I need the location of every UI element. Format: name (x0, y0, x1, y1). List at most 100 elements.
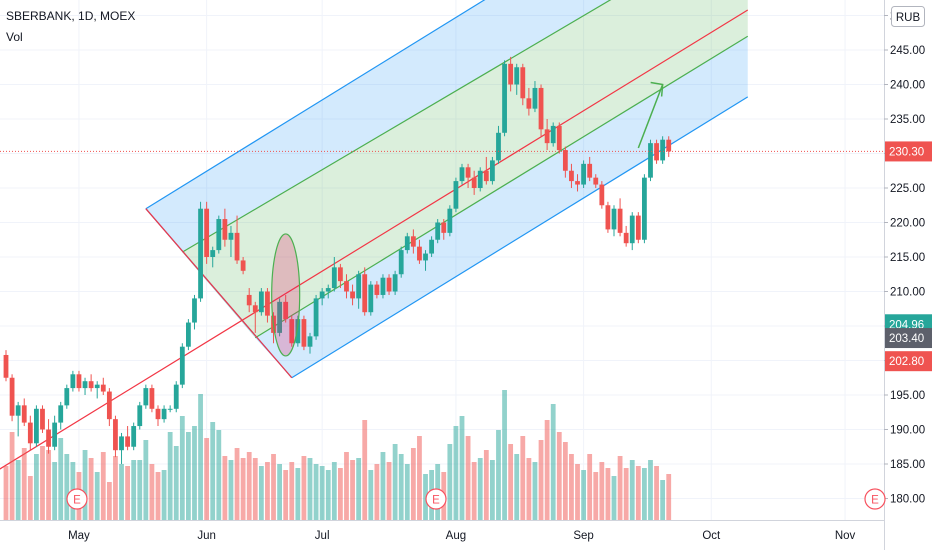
volume-bar (265, 462, 270, 520)
candle-body (319, 291, 325, 299)
volume-indicator-label[interactable]: Vol (6, 30, 23, 44)
volume-bar (9, 432, 15, 520)
candle-body (331, 267, 337, 289)
time-tick-label: Jul (315, 530, 330, 542)
volume-bar (599, 462, 605, 520)
earnings-marker-may[interactable]: E (66, 488, 88, 510)
candle-body (149, 388, 155, 409)
candle-body (599, 184, 605, 206)
price-badge (885, 141, 932, 162)
price-tick-label: 220.00 (890, 218, 925, 230)
candle-body (277, 301, 282, 333)
volume-bar (21, 448, 27, 520)
channel-upper-outer-line[interactable] (145, 0, 748, 210)
trend-arrow[interactable] (637, 84, 664, 149)
volume-bar (40, 446, 45, 520)
volume-bar (331, 462, 337, 520)
volume-bar (526, 458, 532, 520)
volume-bar (228, 460, 234, 520)
price-tick-label: 185.00 (890, 459, 925, 471)
price-tick-label: 215.00 (890, 252, 925, 264)
candle-body (593, 177, 599, 185)
volume-bar (508, 444, 514, 520)
inner-zone (182, 0, 748, 338)
volume-bar (471, 462, 477, 520)
volume-bar (167, 432, 173, 520)
candle-body (64, 388, 70, 406)
candle-body (635, 215, 641, 240)
volume-bar (283, 470, 289, 520)
earnings-marker-jul[interactable]: E (425, 488, 447, 510)
candle-body (544, 129, 550, 144)
candle-body (198, 208, 203, 299)
candle-body (313, 298, 319, 337)
symbol-title[interactable]: SBERBANK, 1D, MOEX (6, 9, 135, 23)
candle-body (490, 160, 495, 182)
candle-body (15, 405, 21, 416)
candle-body (289, 319, 295, 344)
candle-body (301, 319, 307, 347)
channel-upper-inner-line[interactable] (182, 0, 747, 253)
earnings-marker-nov[interactable]: E (864, 488, 886, 510)
candle-body (471, 177, 477, 188)
drawings-overlay[interactable] (0, 81, 884, 357)
volume-bar (410, 448, 416, 520)
earnings-marker-label: E (871, 495, 879, 507)
candle-body (70, 374, 76, 389)
candle-body (550, 125, 556, 144)
candle-body (514, 67, 520, 85)
volume-bar (113, 456, 118, 520)
price-badge (885, 328, 932, 349)
candle-body (265, 291, 270, 316)
volume-bar (252, 458, 258, 520)
volume-bar (52, 462, 58, 520)
candle-body (204, 208, 210, 257)
trend-arrow-head[interactable] (650, 81, 664, 97)
time-tick-label: Sep (573, 530, 593, 542)
volume-bar (550, 404, 556, 520)
pitchfork-channel[interactable] (0, 0, 749, 495)
candle-body (654, 143, 659, 161)
candle-body (459, 167, 465, 182)
volume-bar (246, 452, 252, 520)
volume-bar (350, 460, 355, 520)
candle-body (155, 408, 161, 420)
price-axis[interactable]: 180.00185.00190.00195.00200.00205.00210.… (884, 11, 925, 506)
volume-bar (15, 460, 21, 520)
candle-body (27, 422, 33, 444)
volume-bar (46, 450, 51, 520)
candle-body (629, 215, 635, 244)
candle-body (325, 288, 331, 292)
volume-bar (295, 468, 301, 520)
volume-bar (344, 452, 349, 520)
volume-bar (356, 458, 362, 520)
volume-bar (325, 470, 331, 520)
price-tick-label: 240.00 (890, 80, 925, 92)
price-tick-label: 210.00 (890, 287, 925, 299)
volume-bar (605, 468, 611, 520)
candle-body (417, 246, 422, 261)
median-reaction-line[interactable] (145, 208, 293, 379)
median-line[interactable] (0, 9, 749, 495)
highlight-ellipse[interactable] (271, 233, 301, 357)
volume-bar (179, 416, 185, 520)
channel-lower-outer-line[interactable] (291, 96, 749, 379)
candle-body (380, 277, 386, 295)
candle-body (76, 374, 82, 389)
volume-bar (642, 468, 647, 520)
candle-body (556, 125, 562, 151)
time-axis[interactable]: May Jun Jul Aug Sep Oct Nov (68, 530, 855, 542)
channel-lower-inner-line[interactable] (254, 35, 749, 339)
volume-bar (374, 464, 380, 520)
candle-body (502, 63, 507, 133)
volume-bar (234, 448, 240, 520)
volume-bar (307, 458, 313, 520)
volume-bar (192, 426, 197, 520)
candle-body (660, 139, 666, 161)
candle-body (435, 222, 441, 240)
currency-button[interactable]: RUB (891, 6, 925, 27)
outer-upper-zone (145, 0, 611, 253)
volume-bar (82, 450, 88, 520)
